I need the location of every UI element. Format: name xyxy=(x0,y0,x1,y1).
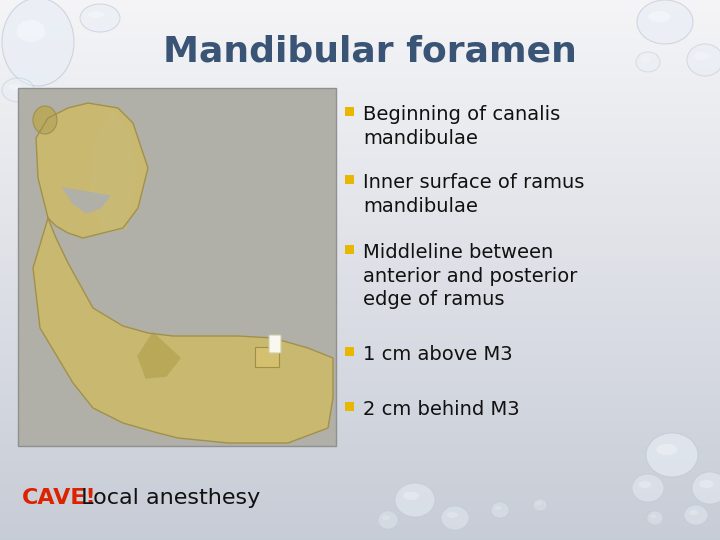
Ellipse shape xyxy=(689,510,698,515)
Polygon shape xyxy=(33,218,333,443)
Ellipse shape xyxy=(687,44,720,76)
Polygon shape xyxy=(90,110,136,233)
Ellipse shape xyxy=(403,491,419,500)
Ellipse shape xyxy=(647,511,663,525)
FancyBboxPatch shape xyxy=(255,347,279,367)
Ellipse shape xyxy=(446,512,458,518)
Text: Inner surface of ramus
mandibulae: Inner surface of ramus mandibulae xyxy=(363,173,585,215)
FancyBboxPatch shape xyxy=(345,175,354,184)
Text: Middleline between
anterior and posterior
edge of ramus: Middleline between anterior and posterio… xyxy=(363,243,577,309)
Text: Local anesthesy: Local anesthesy xyxy=(74,488,260,508)
Ellipse shape xyxy=(88,11,104,18)
FancyBboxPatch shape xyxy=(18,88,336,446)
Ellipse shape xyxy=(699,480,714,488)
Ellipse shape xyxy=(533,499,547,511)
Ellipse shape xyxy=(657,444,678,455)
Ellipse shape xyxy=(648,11,670,22)
Ellipse shape xyxy=(495,506,502,510)
Ellipse shape xyxy=(9,84,21,90)
Ellipse shape xyxy=(637,0,693,44)
FancyBboxPatch shape xyxy=(345,107,354,116)
Ellipse shape xyxy=(80,4,120,32)
Polygon shape xyxy=(36,103,148,238)
FancyBboxPatch shape xyxy=(269,335,281,353)
Ellipse shape xyxy=(650,515,657,518)
Ellipse shape xyxy=(636,52,660,72)
Ellipse shape xyxy=(17,20,45,42)
Ellipse shape xyxy=(441,506,469,530)
Ellipse shape xyxy=(692,472,720,504)
Ellipse shape xyxy=(694,52,708,60)
Ellipse shape xyxy=(646,433,698,477)
FancyBboxPatch shape xyxy=(345,347,354,356)
Ellipse shape xyxy=(33,106,57,134)
Ellipse shape xyxy=(641,57,650,62)
Ellipse shape xyxy=(2,78,34,102)
Text: CAVE!: CAVE! xyxy=(22,488,96,508)
Text: Beginning of canalis
mandibulae: Beginning of canalis mandibulae xyxy=(363,105,560,147)
Text: Mandibular foramen: Mandibular foramen xyxy=(163,35,577,69)
Ellipse shape xyxy=(2,0,74,86)
Ellipse shape xyxy=(632,474,664,502)
FancyBboxPatch shape xyxy=(345,402,354,411)
Ellipse shape xyxy=(378,511,398,529)
Ellipse shape xyxy=(684,505,708,525)
Ellipse shape xyxy=(491,502,509,518)
Ellipse shape xyxy=(639,481,651,488)
Ellipse shape xyxy=(536,502,541,505)
Ellipse shape xyxy=(382,516,390,520)
Text: 1 cm above M3: 1 cm above M3 xyxy=(363,345,513,364)
Polygon shape xyxy=(138,333,180,378)
Polygon shape xyxy=(63,188,110,213)
Text: 2 cm behind M3: 2 cm behind M3 xyxy=(363,400,520,419)
FancyBboxPatch shape xyxy=(345,245,354,254)
Ellipse shape xyxy=(395,483,435,517)
